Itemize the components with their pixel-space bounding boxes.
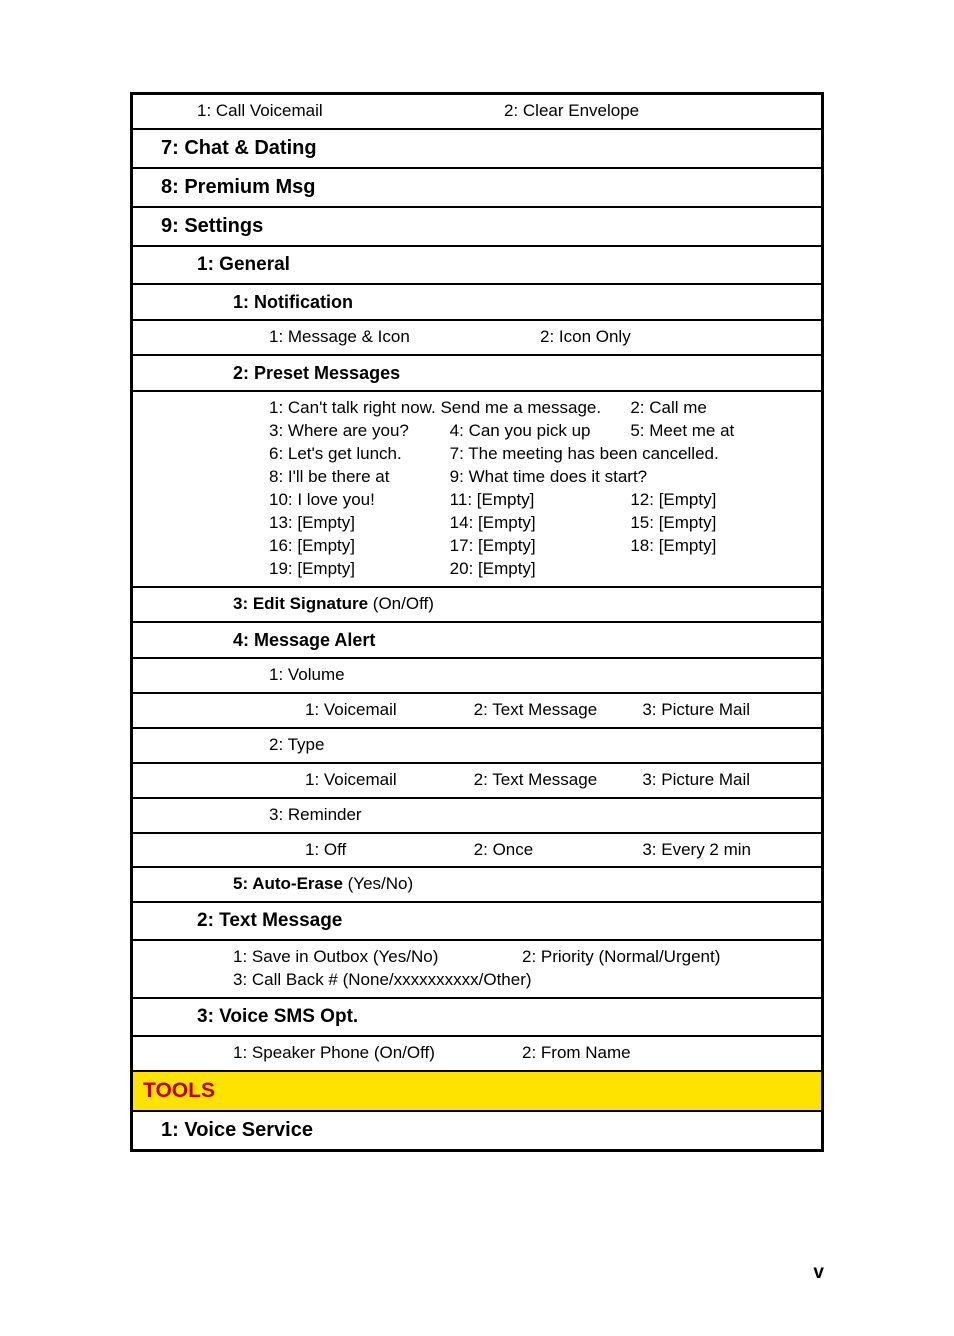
- menu-table: 1: Call Voicemail 2: Clear Envelope 7: C…: [130, 92, 824, 1152]
- cell: 3: Call Back # (None/xxxxxxxxxx/Other): [233, 969, 811, 992]
- cell: 1: Message & Icon: [269, 326, 540, 349]
- row-notification: 1: Notification: [132, 284, 822, 320]
- row-voice-sms-opts: 1: Speaker Phone (On/Off) 2: From Name: [132, 1036, 822, 1071]
- cell: 6: Let's get lunch.: [269, 443, 450, 466]
- cell: 4: Can you pick up: [450, 420, 631, 443]
- cell: 2: Once: [474, 839, 643, 862]
- cell: 2: Text Message: [474, 699, 643, 722]
- cell: 9: What time does it start?: [450, 466, 811, 489]
- cell: 11: [Empty]: [450, 489, 631, 512]
- row-chat-dating: 7: Chat & Dating: [132, 129, 822, 168]
- cell: 12: [Empty]: [630, 489, 811, 512]
- row-volume: 1: Volume: [132, 658, 822, 693]
- cell: 2: Icon Only: [540, 326, 811, 349]
- cell: 2: Call me: [630, 397, 811, 420]
- row-notification-opts: 1: Message & Icon 2: Icon Only: [132, 320, 822, 355]
- row-volume-opts: 1: Voicemail 2: Text Message 3: Picture …: [132, 693, 822, 728]
- cell: 2: From Name: [522, 1042, 811, 1065]
- cell: 2: Clear Envelope: [504, 100, 811, 123]
- row-auto-erase: 5: Auto-Erase (Yes/No): [132, 867, 822, 902]
- row-message-alert: 4: Message Alert: [132, 622, 822, 658]
- page: 1: Call Voicemail 2: Clear Envelope 7: C…: [0, 0, 954, 1152]
- cell: 5: Meet me at: [630, 420, 811, 443]
- row-edit-signature: 3: Edit Signature (On/Off): [132, 587, 822, 622]
- cell: 1: Can't talk right now. Send me a messa…: [269, 397, 630, 420]
- row-call-voicemail: 1: Call Voicemail 2: Clear Envelope: [132, 94, 822, 129]
- cell: 1: Save in Outbox (Yes/No): [233, 946, 522, 969]
- cell: 7: The meeting has been cancelled.: [450, 443, 811, 466]
- cell: 3: Picture Mail: [642, 769, 811, 792]
- cell: 15: [Empty]: [630, 512, 811, 535]
- cell: 2: Priority (Normal/Urgent): [522, 946, 811, 969]
- row-type: 2: Type: [132, 728, 822, 763]
- cell: [630, 558, 811, 581]
- cell: 3: Picture Mail: [642, 699, 811, 722]
- cell: 1: Call Voicemail: [197, 100, 504, 123]
- label: 3: Edit Signature: [233, 594, 368, 613]
- cell: 1: Speaker Phone (On/Off): [233, 1042, 522, 1065]
- row-text-message-opts: 1: Save in Outbox (Yes/No) 2: Priority (…: [132, 940, 822, 998]
- cell: 8: I'll be there at: [269, 466, 450, 489]
- row-premium-msg: 8: Premium Msg: [132, 168, 822, 207]
- row-voice-sms: 3: Voice SMS Opt.: [132, 998, 822, 1036]
- row-tools-header: TOOLS: [132, 1071, 822, 1111]
- cell: 16: [Empty]: [269, 535, 450, 558]
- cell: 3: Where are you?: [269, 420, 450, 443]
- cell: 20: [Empty]: [450, 558, 631, 581]
- cell: 18: [Empty]: [630, 535, 811, 558]
- cell: 1: Voicemail: [305, 769, 474, 792]
- row-text-message: 2: Text Message: [132, 902, 822, 940]
- row-preset-list: 1: Can't talk right now. Send me a messa…: [132, 391, 822, 587]
- cell: 19: [Empty]: [269, 558, 450, 581]
- label: (On/Off): [368, 594, 434, 613]
- row-preset-messages: 2: Preset Messages: [132, 355, 822, 391]
- page-number: v: [813, 1262, 824, 1284]
- cell: 14: [Empty]: [450, 512, 631, 535]
- cell: 1: Off: [305, 839, 474, 862]
- cell: 13: [Empty]: [269, 512, 450, 535]
- label: (Yes/No): [343, 874, 413, 893]
- cell: 10: I love you!: [269, 489, 450, 512]
- cell: 3: Every 2 min: [642, 839, 811, 862]
- row-type-opts: 1: Voicemail 2: Text Message 3: Picture …: [132, 763, 822, 798]
- cell: 17: [Empty]: [450, 535, 631, 558]
- cell: 1: Voicemail: [305, 699, 474, 722]
- row-reminder-opts: 1: Off 2: Once 3: Every 2 min: [132, 833, 822, 868]
- cell: 2: Text Message: [474, 769, 643, 792]
- row-general: 1: General: [132, 246, 822, 284]
- row-settings: 9: Settings: [132, 207, 822, 246]
- label: 5: Auto-Erase: [233, 874, 343, 893]
- row-voice-service: 1: Voice Service: [132, 1111, 822, 1150]
- row-reminder: 3: Reminder: [132, 798, 822, 833]
